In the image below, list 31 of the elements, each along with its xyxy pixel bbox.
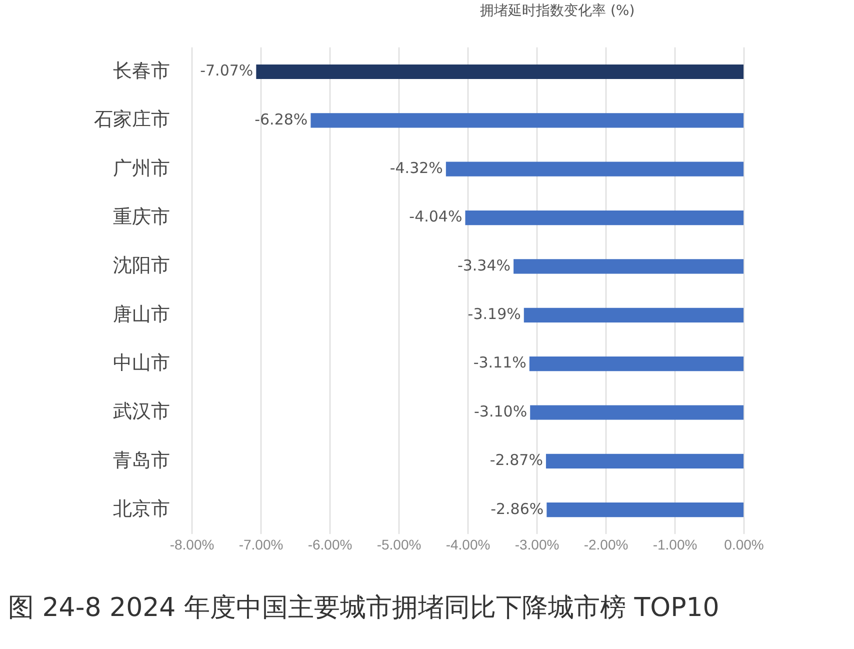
data-label: -3.19% — [468, 305, 521, 324]
y-tick-label: 重庆市 — [113, 206, 170, 228]
data-label: -7.07% — [200, 62, 254, 80]
x-tick-label: -5.00% — [376, 536, 422, 552]
y-tick-label: 武汉市 — [113, 400, 170, 423]
y-tick-label: 沈阳市 — [113, 254, 170, 277]
data-label: -4.32% — [390, 158, 443, 177]
data-label: -6.28% — [254, 110, 308, 128]
x-tick-label: -6.00% — [308, 536, 352, 552]
x-tick-label: -8.00% — [170, 536, 214, 552]
y-tick-label: 北京市 — [113, 498, 170, 520]
y-tick-label: 唐山市 — [113, 303, 170, 326]
caption: 图 24-8 2024 年度中国主要城市拥堵同比下降城市榜 TOP10 — [8, 592, 720, 625]
data-label: -3.10% — [474, 402, 528, 420]
x-tick-label: -2.00% — [584, 536, 628, 552]
data-label: -3.34% — [457, 256, 511, 274]
y-tick-label: 石家庄市 — [94, 108, 170, 131]
y-tick-label: 广州市 — [113, 157, 170, 180]
x-tick-label: -1.00% — [652, 536, 698, 552]
x-tick-label: -7.00% — [238, 536, 284, 552]
x-tick-label: 0.00% — [724, 536, 764, 552]
y-tick-label: 青岛市 — [113, 449, 170, 472]
data-label: -2.86% — [490, 500, 544, 518]
y-tick-label: 中山市 — [113, 352, 170, 374]
x-tick-label: -4.00% — [446, 536, 490, 552]
y-tick-label: 长春市 — [113, 60, 170, 82]
data-label: -3.11% — [473, 354, 526, 372]
data-label: -4.04% — [409, 208, 462, 226]
data-label: -2.87% — [490, 451, 543, 470]
x-tick-label: -3.00% — [514, 536, 560, 552]
x-axis-title: 拥堵延时指数变化率 (%) — [480, 2, 635, 20]
